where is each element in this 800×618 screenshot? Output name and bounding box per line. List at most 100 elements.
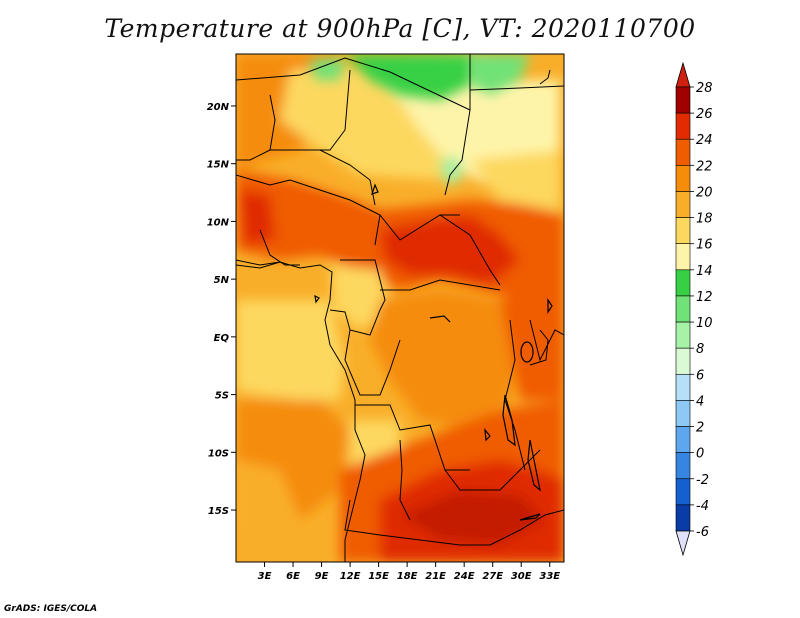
colorbar-swatch [675, 504, 691, 532]
lat-tick-label: 10S [208, 448, 229, 459]
colorbar-label: 8 [696, 342, 704, 357]
colorbar-swatch [675, 138, 691, 166]
colorbar-label: 16 [696, 238, 713, 253]
temperature-field [236, 54, 564, 562]
field-zone-north-cool-west [310, 58, 345, 80]
colorbar-swatch [675, 295, 691, 323]
colorbar-label: 20 [696, 185, 713, 200]
lake-kariba [519, 513, 541, 521]
latitude-axis: 20N 15N 10N 5N EQ 5S 10S 15S [207, 102, 236, 517]
lon-tick-label: 18E [397, 571, 418, 582]
lon-tick-label: 12E [340, 571, 361, 582]
colorbar-swatch [675, 165, 691, 192]
border-line-20 [489, 509, 564, 546]
colorbar-label: -6 [696, 525, 709, 540]
coastline [236, 261, 366, 562]
lat-tick-label: 15N [207, 160, 230, 171]
lon-tick-label: 24E [454, 571, 475, 582]
lon-tick-label: 9E [315, 571, 329, 582]
lon-tick-label: 6E [286, 571, 300, 582]
bioko-island [314, 294, 320, 304]
colorbar-label: -2 [696, 473, 709, 488]
congo-river-segment [429, 315, 451, 323]
lake-mweru [484, 428, 491, 442]
border-line-2 [270, 69, 351, 151]
border-line-11 [340, 259, 386, 311]
colorbar-swatch [675, 321, 691, 349]
field-zone-north-cool [345, 54, 470, 100]
border-line-1 [236, 57, 471, 111]
colorbar-label: -4 [696, 499, 709, 514]
lakes [314, 183, 553, 521]
lon-tick-label: 3E [258, 571, 272, 582]
lon-tick-label: 30E [511, 571, 532, 582]
border-line-12 [380, 279, 501, 291]
border-line-8 [259, 229, 300, 266]
colorbar-swatch [675, 400, 691, 427]
lake-tanganyika [502, 394, 516, 447]
colorbar-swatch [675, 426, 691, 453]
border-line-17 [444, 449, 541, 491]
lat-tick-label: 5N [214, 275, 230, 286]
lat-tick-label: 20N [207, 102, 230, 113]
colorbar-swatch [675, 452, 691, 480]
field-zone-south-hottest [400, 490, 545, 545]
colorbar-swatch [675, 243, 691, 271]
border-line-4 [469, 85, 564, 91]
lake-chad [371, 183, 379, 195]
field-zone-congo-basin [370, 290, 520, 430]
colorbar-label: 26 [696, 107, 713, 122]
colorbar-label: 12 [696, 290, 713, 305]
colorbar-label: 10 [696, 316, 713, 331]
border-line-5 [236, 94, 276, 161]
field-zone-west-coast-light [236, 300, 345, 400]
colorbar-label: 24 [696, 133, 713, 148]
border-line-21 [529, 329, 549, 366]
colorbar-swatch [675, 217, 691, 245]
field-zone-east-light [470, 150, 560, 210]
lat-tick-label: 10N [207, 217, 230, 228]
field-zone-darfur-cool [440, 158, 462, 185]
colorbar-label: 0 [696, 447, 704, 462]
colorbar-swatch [675, 347, 691, 375]
colorbar-swatch [675, 191, 691, 218]
field-zone-central-hot [380, 215, 520, 285]
field-zone-north-cool-east [470, 54, 530, 95]
field-zone-west-hot [240, 190, 275, 245]
border-line-14 [344, 329, 401, 396]
map-frame [235, 53, 565, 563]
political-boundaries [236, 54, 564, 546]
border-line-10 [439, 214, 501, 286]
colorbar-label: 2 [696, 421, 704, 436]
lake-victoria [520, 341, 534, 363]
border-line-16 [344, 499, 490, 546]
longitude-axis: 3E 6E 9E 12E 15E 18E 21E 24E 27E 30E 33E [258, 562, 560, 582]
border-line-6 [300, 149, 376, 206]
colorbar-label: 28 [696, 81, 713, 96]
colorbar-label: 22 [696, 159, 713, 174]
lat-tick-label: EQ [214, 333, 230, 344]
lon-tick-label: 33E [539, 571, 560, 582]
page-title: Temperature at 900hPa [C], VT: 202011070… [104, 14, 696, 43]
colorbar-label: 14 [696, 264, 713, 279]
colorbar-swatch [675, 478, 691, 506]
colorbar-over-arrow [675, 61, 691, 88]
border-line-24 [399, 439, 411, 521]
lake-turkana [547, 298, 553, 314]
lat-tick-label: 5S [215, 391, 229, 402]
border-line-23 [236, 259, 281, 266]
colorbar-label: 6 [696, 368, 704, 383]
border-line-22 [539, 69, 551, 85]
colorbar-swatch [675, 373, 691, 401]
colorbar-under-arrow [675, 530, 691, 557]
colorbar-label: 18 [696, 212, 713, 227]
credit-label: GrADS: IGES/COLA [4, 604, 98, 614]
colorbar-label: 4 [696, 394, 704, 409]
lake-malawi [527, 439, 541, 492]
lon-tick-label: 21E [425, 571, 446, 582]
field-zone-east-lakes [500, 290, 564, 400]
border-line-15 [355, 404, 470, 471]
field-zone-southwest-light [236, 460, 300, 540]
